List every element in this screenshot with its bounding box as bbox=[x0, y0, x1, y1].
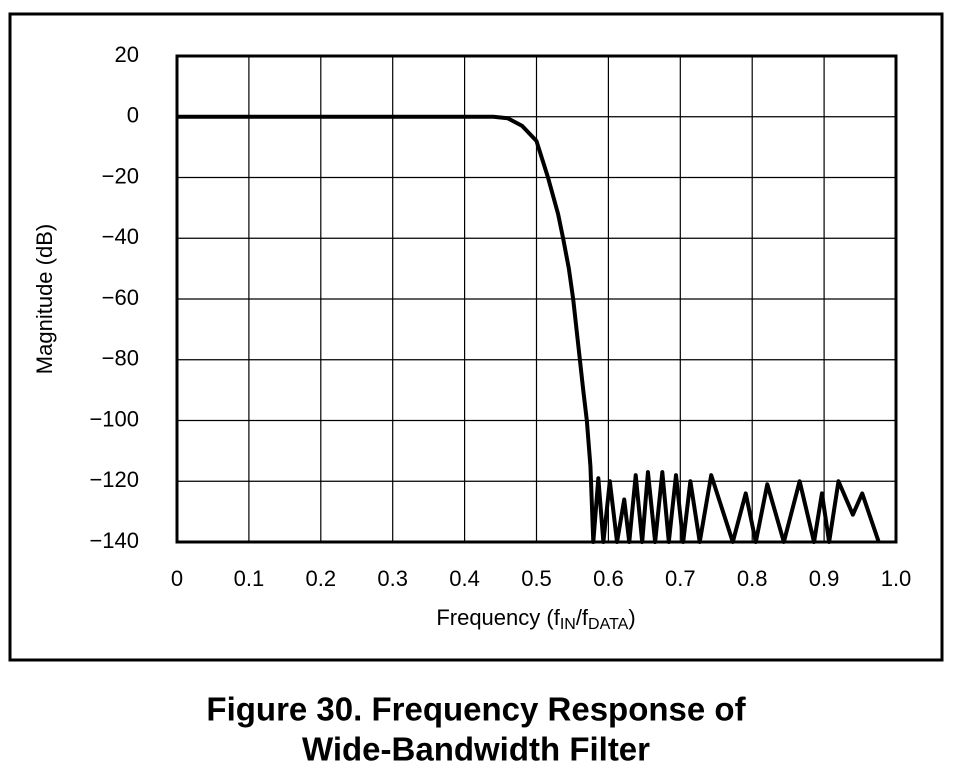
x-tick-label: 0.7 bbox=[665, 566, 696, 591]
y-tick-label: −80 bbox=[102, 346, 139, 371]
x-tick-label: 0.5 bbox=[521, 566, 552, 591]
y-tick-label: −120 bbox=[89, 467, 139, 492]
response-curve bbox=[177, 114, 881, 544]
y-tick-label: 20 bbox=[115, 42, 139, 67]
caption: Figure 30. Frequency Response of bbox=[206, 691, 746, 728]
x-tick-label: 0.8 bbox=[737, 566, 768, 591]
y-tick-label: −100 bbox=[89, 406, 139, 431]
x-tick-label: 0.6 bbox=[593, 566, 624, 591]
x-tick-label: 0.9 bbox=[809, 566, 840, 591]
x-tick-label: 0.4 bbox=[449, 566, 480, 591]
x-tick-label: 0 bbox=[171, 566, 183, 591]
frame bbox=[8, 12, 944, 662]
x-label-part: Frequency (f bbox=[436, 605, 560, 630]
x-tick-label: 1.0 bbox=[881, 566, 912, 591]
y-axis-label: Magnitude (dB) bbox=[32, 224, 57, 374]
x-label-sub: DATA bbox=[588, 616, 629, 633]
x-label-sub: IN bbox=[560, 616, 576, 633]
x-axis-label: Frequency (fIN/fDATA) bbox=[436, 605, 635, 633]
x-tick-label: 0.2 bbox=[306, 566, 337, 591]
y-tick-label: −20 bbox=[102, 163, 139, 188]
x-tick-label: 0.3 bbox=[377, 566, 408, 591]
caption: Wide-Bandwidth Filter bbox=[302, 731, 650, 768]
x-label-part: ) bbox=[628, 605, 635, 630]
x-label-part: /f bbox=[576, 605, 589, 630]
y-tick-label: 0 bbox=[127, 103, 139, 128]
y-tick-label: −60 bbox=[102, 285, 139, 310]
y-tick-label: −140 bbox=[89, 528, 139, 553]
y-tick-label: −40 bbox=[102, 224, 139, 249]
x-tick-label: 0.1 bbox=[234, 566, 265, 591]
plot-area bbox=[175, 54, 898, 544]
